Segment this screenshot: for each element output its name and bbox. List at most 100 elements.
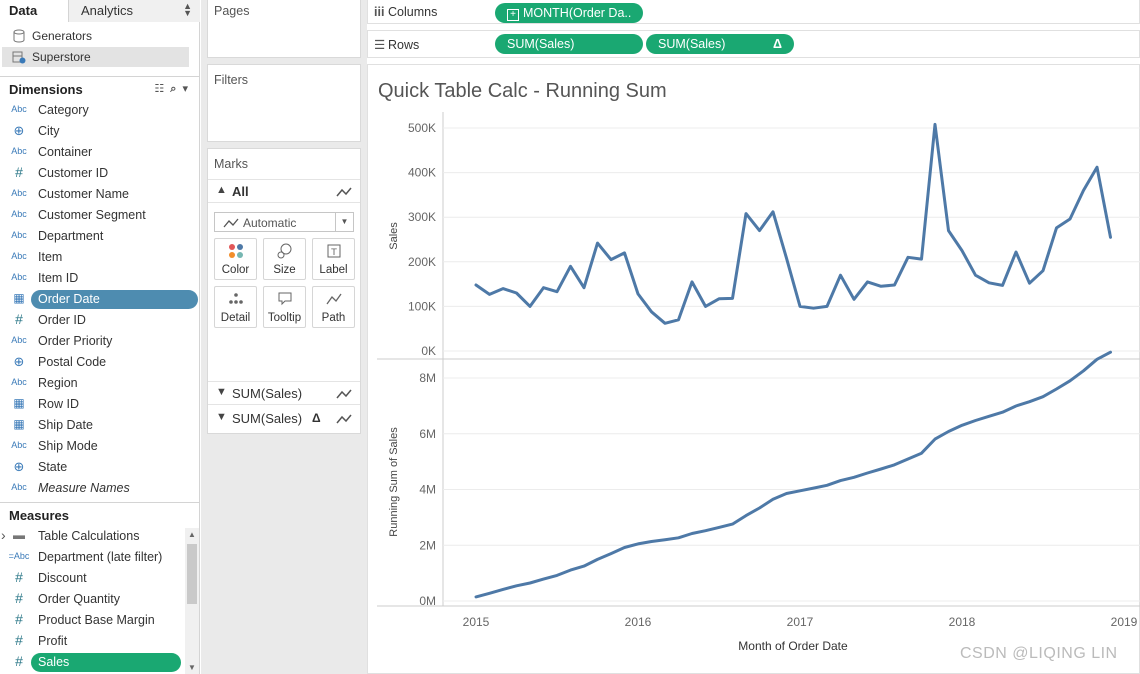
running-sum-series-line[interactable] (474, 350, 1112, 599)
field-order-priority[interactable]: Abc Order Priority (0, 331, 200, 352)
color-button-label: Color (221, 264, 250, 276)
chevron-down-icon[interactable]: ▼ (335, 213, 353, 231)
string-icon: Abc (11, 377, 27, 387)
sales-series-line[interactable] (474, 122, 1112, 325)
tab-data[interactable]: Data (0, 0, 68, 22)
string-icon: Abc (11, 146, 27, 156)
rows-pill-sum-sales-running[interactable]: SUM(Sales) Δ (646, 34, 794, 54)
globe-icon: ⊕ (13, 459, 25, 474)
field-city[interactable]: ⊕ City (0, 121, 200, 142)
field-postal-code[interactable]: ⊕ Postal Code (0, 352, 200, 373)
field-label: Customer Segment (38, 208, 146, 222)
string-icon: Abc (11, 440, 27, 450)
field-table-calculations[interactable]: ▬ Table Calculations › (0, 526, 200, 547)
pages-card[interactable]: Pages (207, 0, 361, 58)
mark-type-select[interactable]: Automatic ▼ (214, 212, 354, 232)
field-label: Profit (38, 634, 68, 648)
field-highlight (31, 653, 181, 672)
path-button-label: Path (321, 312, 346, 324)
measures-title: Measures (9, 508, 69, 523)
search-icon[interactable]: ⌕ (170, 83, 183, 95)
view-list-icon[interactable]: ☷ (154, 83, 171, 95)
database-check-icon (12, 51, 26, 64)
field-product-base-margin[interactable]: # Product Base Margin (0, 610, 200, 631)
number-icon: # (15, 590, 23, 606)
field-order-date[interactable]: ▦ Order Date (0, 289, 200, 310)
size-button[interactable]: Size (263, 238, 306, 280)
field-discount[interactable]: # Discount (0, 568, 200, 589)
string-icon: Abc (11, 188, 27, 198)
updown-arrows-icon[interactable]: ▲ ▼ (183, 1, 192, 18)
number-icon: # (15, 311, 23, 327)
scrollbar-thumb[interactable] (187, 544, 197, 604)
scroll-down-icon[interactable]: ▼ (188, 663, 196, 672)
scroll-up-icon[interactable]: ▲ (188, 530, 196, 539)
field-row-id[interactable]: ▦ Row ID (0, 394, 200, 415)
y-tick-label: 2M (419, 538, 436, 552)
rows-pill-sum-sales[interactable]: SUM(Sales) (495, 34, 643, 54)
x-tick-label: 2017 (787, 615, 814, 629)
x-tick-label: 2019 (1111, 615, 1138, 629)
number-icon: # (15, 164, 23, 180)
color-button[interactable]: Color (214, 238, 257, 280)
folder-icon: ▬ (13, 528, 25, 542)
field-customer-id[interactable]: # Customer ID (0, 163, 200, 184)
rows-shelf-label: ☰ Rows (374, 37, 419, 52)
y-axis-label: Running Sum of Sales (388, 427, 400, 537)
path-button[interactable]: Path (312, 286, 355, 328)
tooltip-button[interactable]: Tooltip (263, 286, 306, 328)
marks-layer-sales-delta[interactable]: ▼ SUM(Sales) Δ (208, 407, 360, 431)
field-category[interactable]: Abc Category (0, 100, 200, 121)
field-ship-date[interactable]: ▦ Ship Date (0, 415, 200, 436)
field-customer-name[interactable]: Abc Customer Name (0, 184, 200, 205)
field-region[interactable]: Abc Region (0, 373, 200, 394)
field-state[interactable]: ⊕ State (0, 457, 200, 478)
filters-card[interactable]: Filters (207, 64, 361, 142)
field-measure-names[interactable]: Abc Measure Names (0, 478, 200, 499)
tab-analytics[interactable]: Analytics ▲ ▼ (68, 0, 200, 22)
field-container[interactable]: Abc Container (0, 142, 200, 163)
columns-shelf[interactable]: iii Columns + MONTH(Order Da.. (367, 0, 1140, 24)
columns-pill-month-order-date[interactable]: + MONTH(Order Da.. (495, 3, 643, 23)
rows-shelf[interactable]: ☰ Rows SUM(Sales) SUM(Sales) Δ (367, 30, 1140, 58)
tab-analytics-label: Analytics (81, 3, 134, 18)
field-ship-mode[interactable]: Abc Ship Mode (0, 436, 200, 457)
marks-layer-sales[interactable]: ▼ SUM(Sales) (208, 381, 360, 405)
sheet-title: Quick Table Calc - Running Sum (378, 80, 667, 102)
datasource-superstore[interactable]: Superstore (2, 47, 189, 67)
field-order-quantity[interactable]: # Order Quantity (0, 589, 200, 610)
field-order-id[interactable]: # Order ID (0, 310, 200, 331)
calc-string-icon: =Abc (8, 551, 30, 561)
marks-all-row[interactable]: ▲ All (208, 179, 360, 203)
tooltip-button-label: Tooltip (267, 312, 302, 324)
field-item[interactable]: Abc Item (0, 247, 200, 268)
detail-button[interactable]: Detail (214, 286, 257, 328)
measures-scrollbar[interactable]: ▲ ▼ (185, 528, 199, 674)
datasource-generators[interactable]: Generators (2, 26, 189, 46)
field-sales[interactable]: # Sales (0, 652, 200, 673)
datasource-label: Superstore (32, 50, 91, 64)
field-customer-segment[interactable]: Abc Customer Segment (0, 205, 200, 226)
expand-caret-icon[interactable]: ▼ (216, 386, 227, 398)
filters-title: Filters (214, 73, 249, 87)
label-button[interactable]: T Label (312, 238, 355, 280)
field-label: Ship Mode (38, 439, 98, 453)
y-tick-label: 4M (419, 483, 436, 497)
field-department[interactable]: Abc Department (0, 226, 200, 247)
field-label: Sales (38, 655, 70, 669)
expand-caret-icon[interactable]: ▼ (216, 411, 227, 423)
rows-label: Rows (388, 38, 420, 52)
field-label: Item (38, 250, 63, 264)
field-item-id[interactable]: Abc Item ID (0, 268, 200, 289)
y-axis-label: Sales (388, 222, 400, 250)
pill-label: SUM(Sales) (658, 37, 726, 51)
collapse-caret-icon[interactable]: ▲ (216, 184, 227, 196)
chevron-down-icon[interactable]: ▾ (182, 83, 194, 95)
expand-plus-icon[interactable]: + (507, 9, 519, 21)
string-icon: Abc (11, 251, 27, 261)
expand-caret-icon[interactable]: › (1, 527, 6, 543)
field-department-late-filter[interactable]: =Abc Department (late filter) (0, 547, 200, 568)
field-profit[interactable]: # Profit (0, 631, 200, 652)
x-axis-label: Month of Order Date (738, 639, 848, 653)
